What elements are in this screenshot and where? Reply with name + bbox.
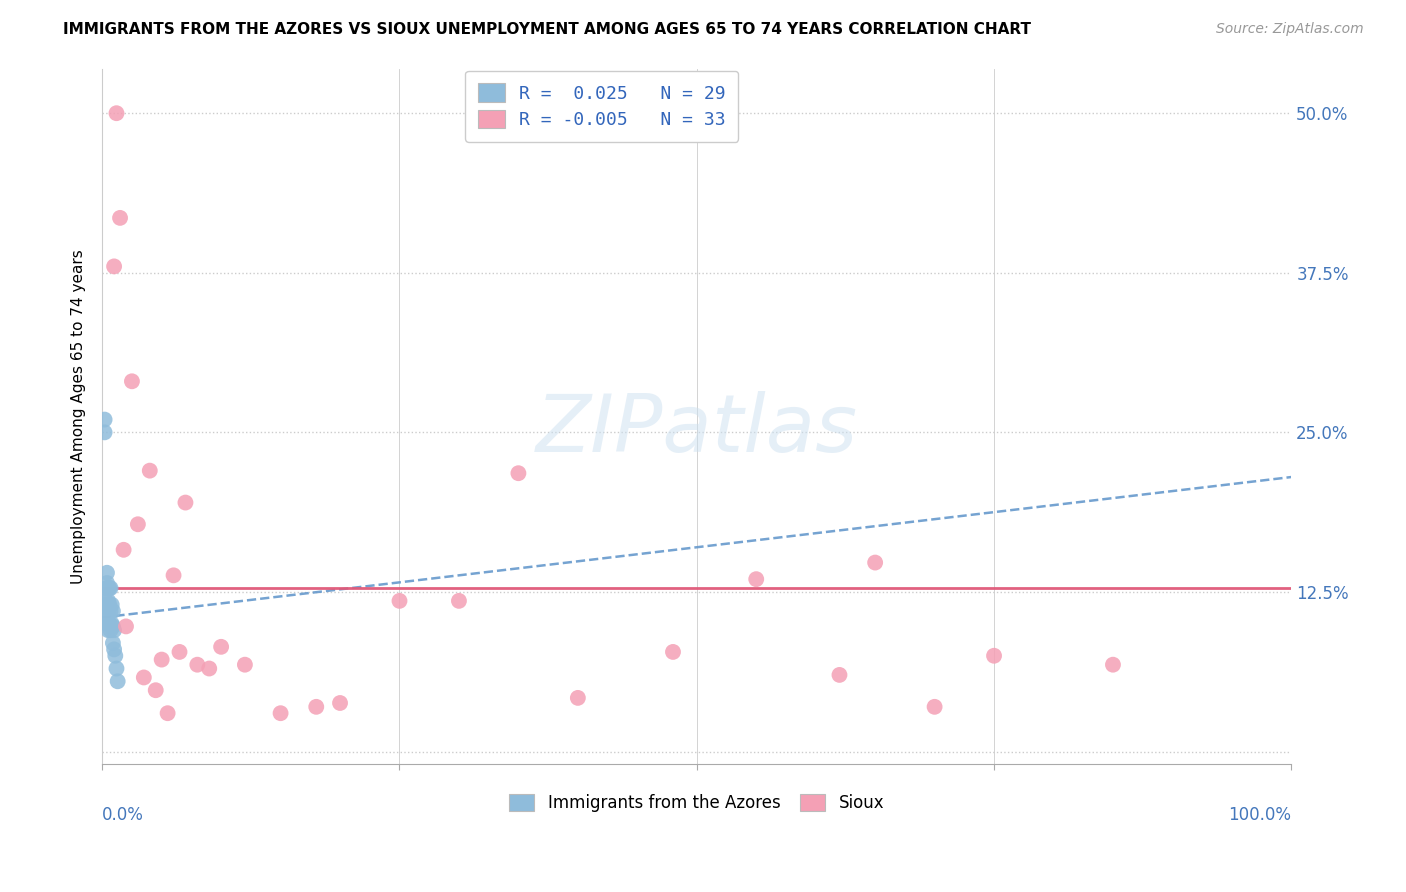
Point: [93, 425, 115, 440]
Point: [115, 619, 138, 633]
Point: [1102, 657, 1125, 672]
Point: [150, 652, 173, 666]
Point: [447, 594, 470, 608]
Text: IMMIGRANTS FROM THE AZORES VS SIOUX UNEMPLOYMENT AMONG AGES 65 TO 74 YEARS CORRE: IMMIGRANTS FROM THE AZORES VS SIOUX UNEM…: [63, 22, 1031, 37]
Point: [863, 556, 886, 570]
Point: [94, 610, 117, 624]
Point: [169, 645, 191, 659]
Point: [97, 624, 120, 638]
Point: [174, 495, 197, 509]
Point: [94, 581, 117, 595]
Point: [100, 581, 122, 595]
Point: [97, 581, 120, 595]
Point: [97, 607, 120, 621]
Point: [93, 412, 115, 426]
Point: [103, 624, 125, 638]
Point: [156, 706, 179, 721]
Point: [96, 576, 118, 591]
Point: [105, 106, 128, 120]
Point: [662, 645, 685, 659]
Point: [108, 211, 131, 225]
Point: [96, 566, 118, 580]
Point: [94, 594, 117, 608]
Point: [983, 648, 1005, 663]
Point: [567, 690, 589, 705]
Point: [186, 657, 208, 672]
Text: 100.0%: 100.0%: [1229, 806, 1291, 824]
Point: [233, 657, 256, 672]
Point: [270, 706, 292, 721]
Text: Source: ZipAtlas.com: Source: ZipAtlas.com: [1216, 22, 1364, 37]
Point: [924, 699, 946, 714]
Point: [98, 598, 121, 612]
Point: [112, 542, 135, 557]
Point: [96, 598, 118, 612]
Point: [828, 668, 851, 682]
Point: [132, 670, 155, 684]
Point: [388, 594, 411, 608]
Point: [96, 616, 118, 631]
Point: [98, 581, 121, 595]
Point: [139, 464, 162, 478]
Point: [104, 648, 127, 663]
Point: [107, 674, 129, 689]
Point: [121, 374, 143, 388]
Point: [305, 699, 328, 714]
Point: [508, 466, 530, 480]
Text: ZIPatlas: ZIPatlas: [536, 392, 858, 469]
Point: [127, 517, 149, 532]
Legend: Immigrants from the Azores, Sioux: Immigrants from the Azores, Sioux: [502, 787, 891, 819]
Y-axis label: Unemployment Among Ages 65 to 74 years: Unemployment Among Ages 65 to 74 years: [72, 249, 86, 583]
Point: [97, 594, 120, 608]
Point: [100, 616, 122, 631]
Point: [101, 619, 124, 633]
Point: [101, 636, 124, 650]
Point: [103, 260, 125, 274]
Point: [103, 642, 125, 657]
Point: [198, 661, 221, 675]
Point: [145, 683, 167, 698]
Point: [162, 568, 184, 582]
Text: 0.0%: 0.0%: [103, 806, 143, 824]
Point: [209, 640, 232, 654]
Point: [100, 624, 122, 638]
Point: [101, 604, 124, 618]
Point: [105, 661, 128, 675]
Point: [100, 598, 122, 612]
Point: [329, 696, 352, 710]
Point: [745, 572, 768, 586]
Point: [100, 604, 122, 618]
Point: [98, 616, 121, 631]
